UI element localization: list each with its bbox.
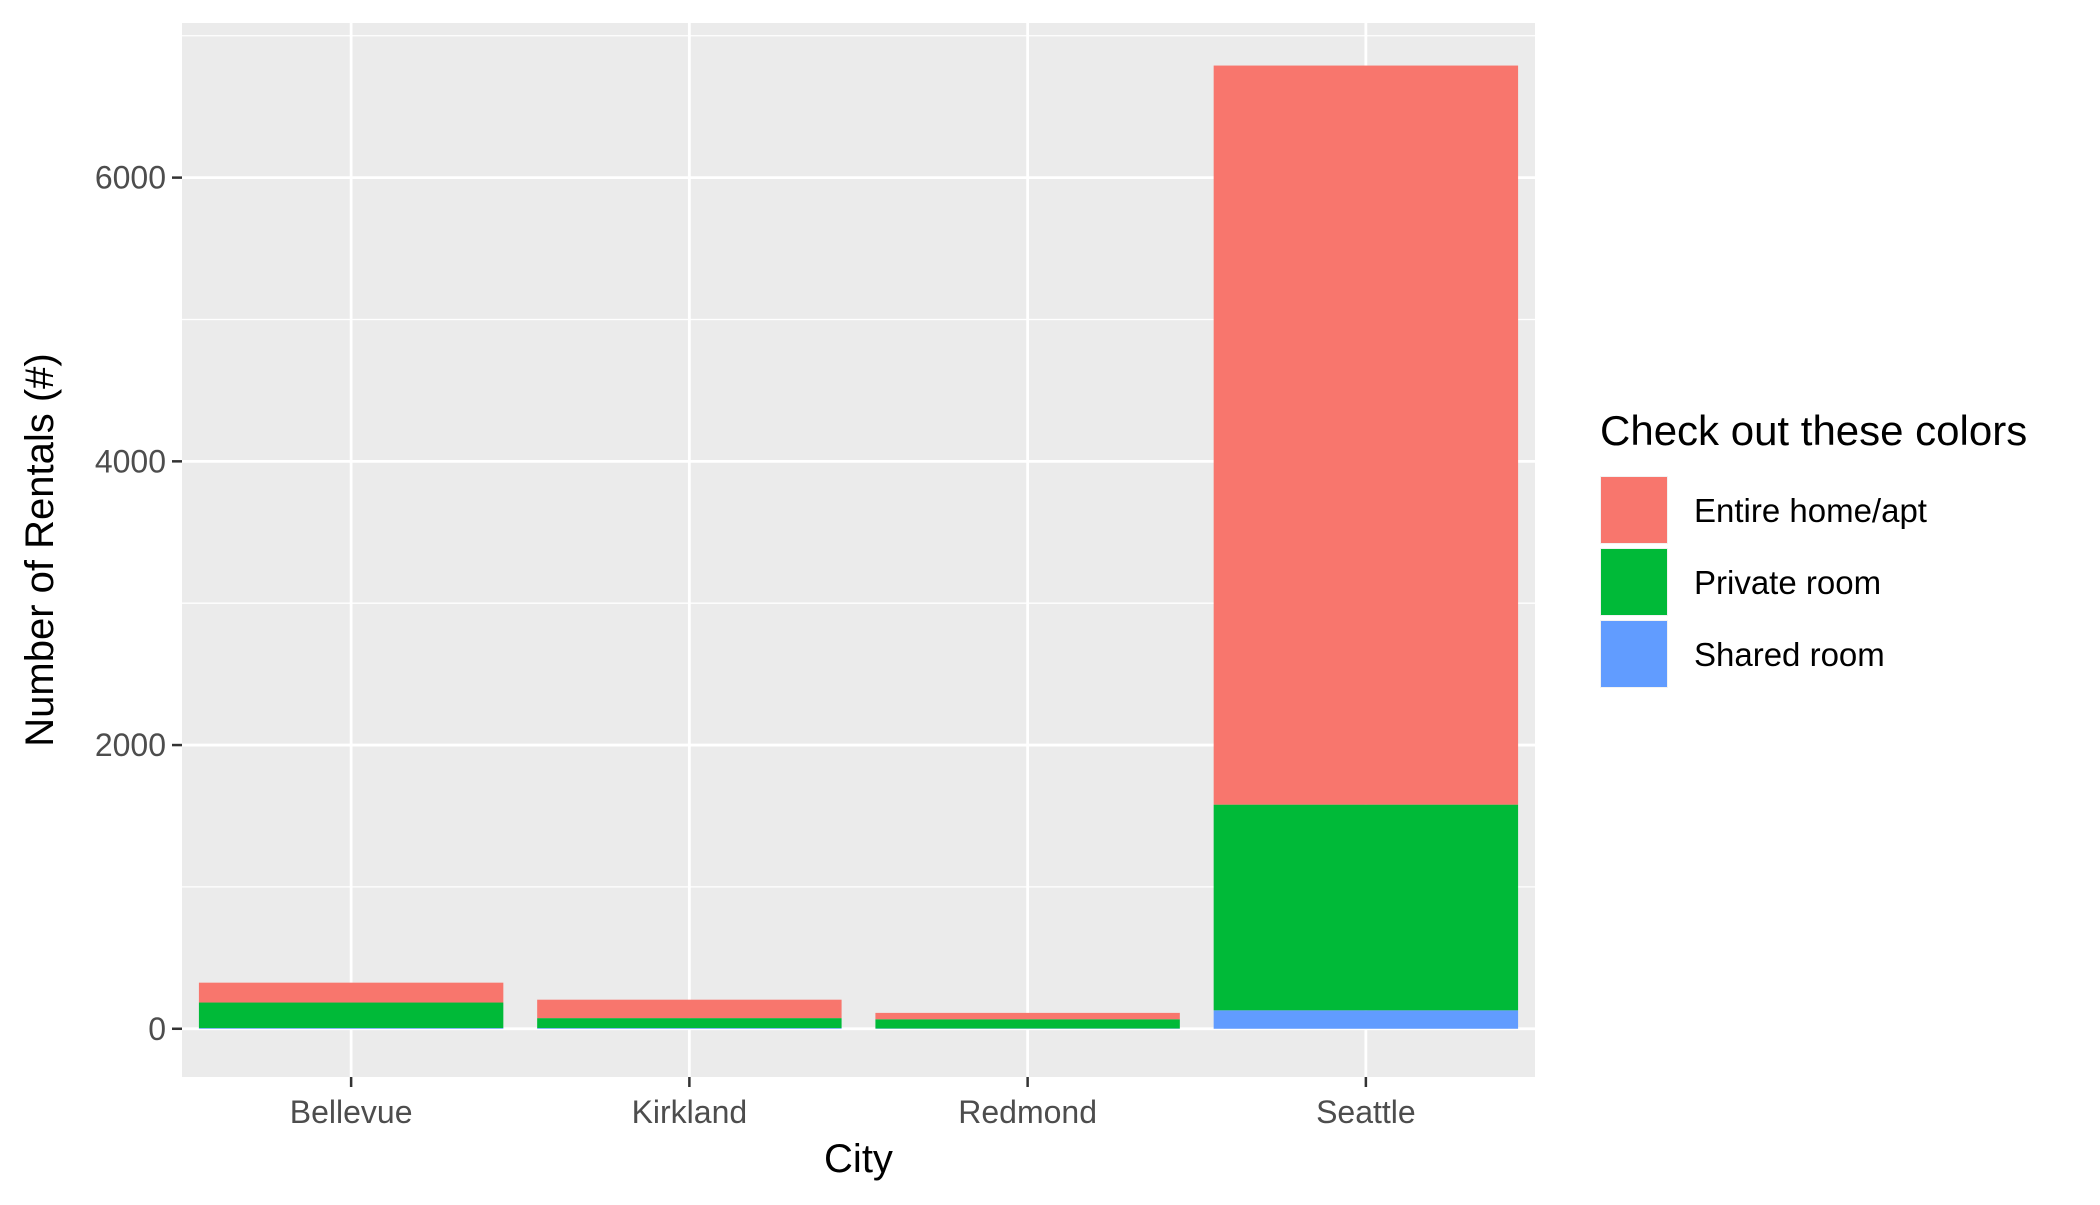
bar-seattle-shared-room (1214, 1010, 1518, 1028)
y-axis-title: Number of Rentals (#) (18, 353, 62, 746)
bar-kirkland-entire-home-apt (537, 1000, 841, 1018)
bar-redmond-private-room (875, 1019, 1179, 1028)
x-tick-label: Seattle (1316, 1094, 1416, 1130)
legend-swatch (1601, 621, 1667, 687)
bar-redmond-entire-home-apt (875, 1013, 1179, 1019)
x-tick-label: Redmond (958, 1094, 1097, 1130)
y-tick-label: 0 (148, 1011, 166, 1047)
x-tick-label: Kirkland (632, 1094, 748, 1130)
bar-kirkland-shared-room (537, 1028, 841, 1029)
x-axis: Bellevue Kirkland Redmond Seattle (290, 1077, 1416, 1130)
legend-swatch (1601, 549, 1667, 615)
legend-label: Shared room (1694, 636, 1885, 673)
bar-bellevue-shared-room (199, 1028, 503, 1029)
legend-title: Check out these colors (1600, 407, 2027, 454)
y-tick-label: 6000 (95, 160, 166, 196)
legend-label: Entire home/apt (1694, 492, 1927, 529)
bar-seattle-private-room (1214, 805, 1518, 1011)
x-tick-label: Bellevue (290, 1094, 413, 1130)
legend: Check out these colors Entire home/apt Pr… (1600, 407, 2027, 688)
legend-label: Private room (1694, 564, 1881, 601)
y-axis: 0 2000 4000 6000 (95, 160, 182, 1047)
x-axis-title: City (824, 1137, 893, 1181)
y-tick-label: 4000 (95, 443, 166, 479)
y-tick-label: 2000 (95, 727, 166, 763)
bar-seattle-entire-home-apt (1214, 66, 1518, 805)
bar-bellevue-entire-home-apt (199, 983, 503, 1003)
legend-swatch (1601, 477, 1667, 543)
bar-kirkland-private-room (537, 1018, 841, 1028)
bar-bellevue-private-room (199, 1003, 503, 1029)
